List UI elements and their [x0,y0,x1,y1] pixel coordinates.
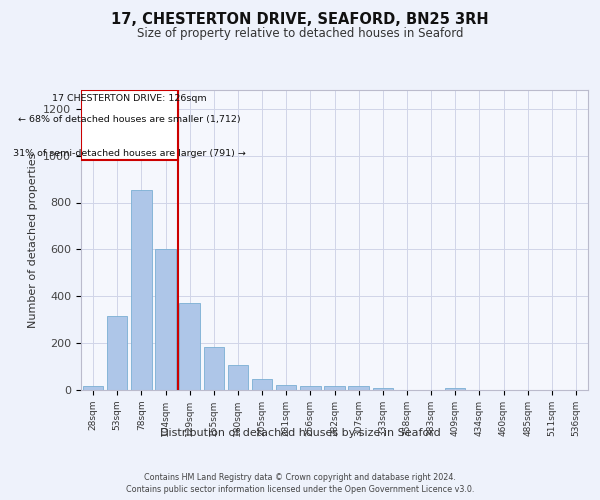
Bar [445,388,466,390]
Text: Contains public sector information licensed under the Open Government Licence v3: Contains public sector information licen… [126,485,474,494]
Bar [155,250,176,390]
Bar [227,366,248,390]
Bar [81,90,178,160]
Bar [349,386,369,390]
Text: 17 CHESTERTON DRIVE: 126sqm: 17 CHESTERTON DRIVE: 126sqm [52,94,206,102]
Text: Contains HM Land Registry data © Crown copyright and database right 2024.: Contains HM Land Registry data © Crown c… [144,472,456,482]
Text: 17, CHESTERTON DRIVE, SEAFORD, BN25 3RH: 17, CHESTERTON DRIVE, SEAFORD, BN25 3RH [111,12,489,28]
Text: 31% of semi-detached houses are larger (791) →: 31% of semi-detached houses are larger (… [13,149,246,158]
Text: Distribution of detached houses by size in Seaford: Distribution of detached houses by size … [160,428,440,438]
Bar [324,386,345,390]
Bar [373,388,393,390]
Bar [107,316,127,390]
Bar [179,304,200,390]
Bar [203,346,224,390]
Bar [300,386,320,390]
Bar [276,386,296,390]
Bar [252,379,272,390]
Text: ← 68% of detached houses are smaller (1,712): ← 68% of detached houses are smaller (1,… [18,115,241,124]
Y-axis label: Number of detached properties: Number of detached properties [28,152,38,328]
Bar [131,190,152,390]
Text: Size of property relative to detached houses in Seaford: Size of property relative to detached ho… [137,28,463,40]
Bar [83,386,103,390]
